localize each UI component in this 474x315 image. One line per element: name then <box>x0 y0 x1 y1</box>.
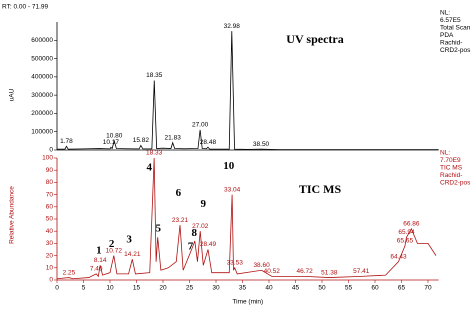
peak-label: 65.94 <box>398 229 415 236</box>
y-tick-label: 400000 <box>31 74 53 81</box>
panel-title: TIC MS <box>299 182 342 196</box>
x-tick-label: 25 <box>186 285 194 292</box>
info-line: 6.57E5 <box>440 17 461 24</box>
y-tick-label: 0 <box>49 277 53 284</box>
peak-label: 18.33 <box>146 150 163 157</box>
y-tick-label: 600000 <box>31 37 53 44</box>
info-line: 7.70E9 <box>440 157 461 164</box>
y-tick-label: 500000 <box>31 55 53 62</box>
info-line: Rachid- <box>440 172 462 179</box>
peak-label: 51.38 <box>321 269 338 276</box>
y-tick-label: 10 <box>46 265 54 272</box>
compound-number: 10 <box>223 160 235 172</box>
peak-label: 2.25 <box>63 269 76 276</box>
peak-label: 27.00 <box>192 122 209 129</box>
peak-label: 33.04 <box>224 186 241 193</box>
panel-title: UV spectra <box>286 32 343 46</box>
peak-label: 10.17 <box>103 139 120 146</box>
y-tick-label: 80 <box>46 179 54 186</box>
x-tick-label: 50 <box>318 285 326 292</box>
y-tick-label: 20 <box>46 252 54 259</box>
y-axis-label: Relative Abundance <box>9 186 16 244</box>
compound-number: 3 <box>126 233 132 245</box>
x-tick-label: 55 <box>345 285 353 292</box>
y-tick-label: 100 <box>42 155 53 162</box>
peak-label: 38.60 <box>253 262 270 269</box>
info-line: CRD2-pos <box>440 180 471 187</box>
compound-number: 4 <box>146 161 152 173</box>
y-tick-label: 200000 <box>31 110 53 117</box>
peak-label: 14.21 <box>124 251 141 258</box>
peak-label: 32.98 <box>224 23 241 30</box>
compound-number: 2 <box>109 238 115 250</box>
y-tick-label: 100000 <box>31 128 53 135</box>
y-tick-label: 0 <box>49 147 53 154</box>
info-line: TIC MS <box>440 165 463 172</box>
peak-label: 65.65 <box>397 238 414 245</box>
info-line: CRD2-pos <box>440 47 471 54</box>
x-tick-label: 70 <box>424 285 432 292</box>
trace <box>56 157 437 280</box>
y-tick-label: 30 <box>46 240 54 247</box>
peak-label: 27.02 <box>192 223 209 230</box>
x-tick-label: 20 <box>159 285 167 292</box>
x-tick-label: 45 <box>292 285 300 292</box>
peak-label: 57.41 <box>353 268 370 275</box>
x-tick-label: 65 <box>398 285 406 292</box>
x-axis-label: Time (min) <box>232 299 263 306</box>
x-tick-label: 5 <box>82 285 86 292</box>
range-label: RT: 0.00 - 71.99 <box>2 4 49 11</box>
compound-number: 9 <box>201 198 207 210</box>
x-tick-label: 0 <box>55 285 59 292</box>
x-tick-label: 40 <box>265 285 273 292</box>
compound-number: 5 <box>155 222 161 234</box>
peak-label: 28.49 <box>200 241 217 248</box>
compound-number: 7 <box>188 241 194 253</box>
peak-label: 46.72 <box>296 268 313 275</box>
y-tick-label: 40 <box>46 228 54 235</box>
info-line: PDA <box>440 32 454 39</box>
peak-label: 1.78 <box>60 138 73 145</box>
compound-number: 1 <box>96 244 102 256</box>
info-line: Total Scan <box>440 25 471 32</box>
trace <box>57 31 439 151</box>
y-tick-label: 90 <box>46 167 54 174</box>
x-tick-label: 30 <box>212 285 220 292</box>
peak-label: 21.83 <box>165 134 182 141</box>
peak-label: 28.48 <box>200 139 217 146</box>
peak-label: 10.72 <box>106 247 123 254</box>
y-tick-label: 50 <box>46 216 54 223</box>
y-axis-label: uAU <box>9 88 16 101</box>
info-line: NL: <box>440 150 450 157</box>
peak-label: 8.14 <box>94 257 107 264</box>
peak-label: 18.35 <box>146 72 163 79</box>
x-tick-label: 60 <box>371 285 379 292</box>
info-line: Rachid- <box>440 40 462 47</box>
y-tick-label: 60 <box>46 204 54 211</box>
info-line: NL: <box>440 10 450 17</box>
compound-number: 8 <box>192 227 198 239</box>
peak-label: 66.86 <box>403 220 420 227</box>
peak-label: 38.50 <box>253 141 270 148</box>
peak-label: 64.43 <box>390 253 407 260</box>
peak-label: 15.82 <box>133 137 150 144</box>
x-tick-label: 35 <box>239 285 247 292</box>
peak-label: 33.53 <box>227 260 244 267</box>
peak-label: 23.21 <box>172 217 189 224</box>
peak-label: 10.80 <box>106 133 123 140</box>
y-tick-label: 70 <box>46 191 54 198</box>
peak-label: 40.52 <box>264 268 281 275</box>
compound-number: 6 <box>176 187 182 199</box>
x-tick-label: 10 <box>106 285 114 292</box>
peak-label: 7.40 <box>90 266 103 273</box>
y-tick-label: 300000 <box>31 92 53 99</box>
x-tick-label: 15 <box>133 285 141 292</box>
